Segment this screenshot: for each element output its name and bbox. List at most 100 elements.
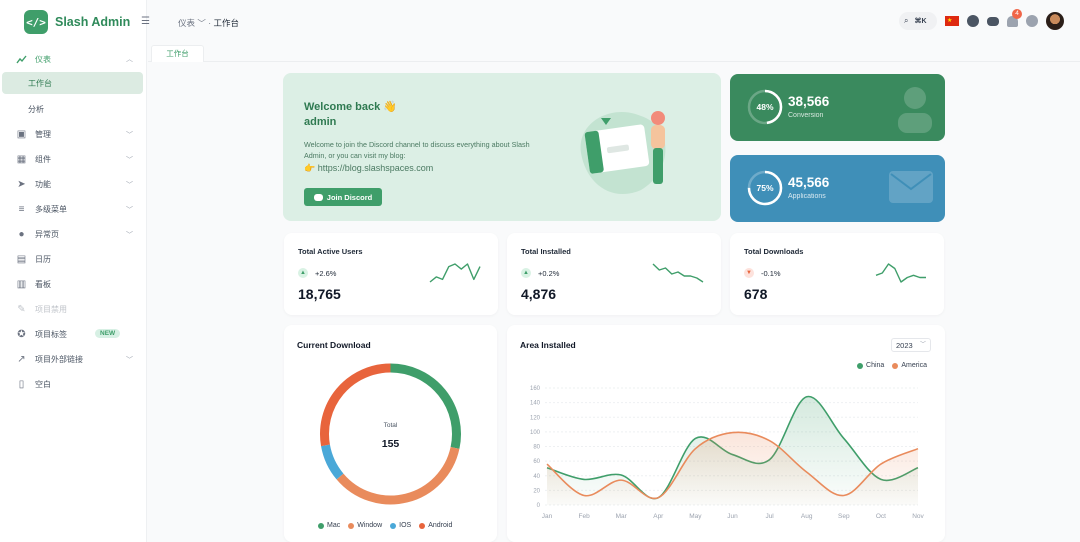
sidebar-item-label: 空白 bbox=[35, 380, 51, 389]
breadcrumb: 仪表 ﹀ · 工作台 bbox=[178, 17, 239, 29]
chevron-down-icon: ﹀ bbox=[126, 132, 133, 139]
legend-dot bbox=[318, 522, 324, 529]
y-tick-label: 120 bbox=[530, 415, 541, 421]
sidebar-item-management[interactable]: ▣ 管理 ﹀ bbox=[0, 122, 147, 147]
trend-value: -0.1% bbox=[761, 268, 781, 278]
legend-label: Window bbox=[357, 522, 383, 529]
discord-icon bbox=[313, 193, 323, 201]
pointing-hand-icon: 👉 bbox=[304, 163, 316, 173]
sidebar-item-label: 看板 bbox=[35, 280, 51, 289]
sidebar-item-label: 功能 bbox=[35, 180, 51, 189]
box-icon: ▣ bbox=[16, 129, 27, 140]
sidebar-item-blank[interactable]: ▯ 空白 bbox=[0, 372, 147, 397]
chevron-up-icon: ︿ bbox=[126, 56, 133, 63]
sidebar-item-functions[interactable]: ➤ 功能 ﹀ bbox=[0, 172, 147, 197]
legend-item-america[interactable]: America bbox=[892, 362, 927, 369]
y-tick-label: 100 bbox=[530, 430, 541, 436]
conversion-progress-ring bbox=[747, 89, 783, 125]
x-tick-label: May bbox=[689, 513, 702, 520]
legend-label: Mac bbox=[327, 522, 341, 529]
sidebar-menu: 仪表 ︿ 工作台 分析 ▣ 管理 ﹀ ▦ 组件 ﹀ ➤ 功能 ﹀ ≡ 多级菜单 … bbox=[0, 46, 147, 397]
legend-item-ios[interactable]: IOS bbox=[390, 522, 411, 529]
chevron-down-icon: ﹀ bbox=[126, 182, 133, 189]
trend: ▲ +0.2% bbox=[521, 268, 559, 278]
gear-icon[interactable] bbox=[1026, 15, 1038, 27]
sidebar-item-external-link[interactable]: ↗ 项目外部链接 ﹀ bbox=[0, 347, 147, 372]
search-icon: ⌕ bbox=[904, 16, 909, 25]
x-tick-label: Aug bbox=[801, 513, 813, 520]
sidebar-item-components[interactable]: ▦ 组件 ﹀ bbox=[0, 147, 147, 172]
donut-slice-android[interactable] bbox=[320, 363, 391, 447]
welcome-text: Welcome to join the Discord channel to d… bbox=[304, 140, 530, 160]
sidebar-item-dashboard[interactable]: 仪表 ︿ bbox=[0, 46, 147, 72]
sidebar: </> Slash Admin 仪表 ︿ 工作台 分析 ▣ 管理 ﹀ ▦ 组件 … bbox=[0, 0, 147, 542]
legend-item-android[interactable]: Android bbox=[419, 522, 452, 529]
active-users-card: Total Active Users ▲ +2.6% 18,765 bbox=[284, 233, 498, 315]
legend-item-window[interactable]: Window bbox=[348, 522, 382, 529]
blog-link[interactable]: 👉 https://blog.slashspaces.com bbox=[304, 163, 433, 174]
conversion-card: 48% 38,566 Conversion bbox=[730, 74, 945, 141]
chevron-down-icon: ﹀ bbox=[126, 157, 133, 164]
trend: ▲ +2.6% bbox=[298, 268, 336, 278]
breadcrumb-current: 工作台 bbox=[213, 18, 239, 28]
y-tick-label: 0 bbox=[537, 503, 541, 509]
blog-link-text: https://blog.slashspaces.com bbox=[317, 163, 434, 173]
legend-item-mac[interactable]: Mac bbox=[318, 522, 340, 529]
x-tick-label: Mar bbox=[616, 513, 628, 520]
downloads-card: Total Downloads ▼ -0.1% 678 bbox=[730, 233, 944, 315]
discord-icon[interactable] bbox=[987, 16, 999, 26]
notification-bell-icon[interactable]: 4 bbox=[1007, 8, 1022, 27]
applications-progress-ring bbox=[747, 170, 783, 206]
x-tick-label: Jan bbox=[542, 513, 553, 520]
logo-icon: </> bbox=[24, 10, 48, 34]
breadcrumb-separator: · bbox=[208, 18, 214, 28]
area-fill-china bbox=[547, 396, 918, 505]
donut-slice-window[interactable] bbox=[336, 446, 460, 505]
sidebar-item-calendar[interactable]: ▤ 日历 bbox=[0, 247, 147, 272]
donut-slice-ios[interactable] bbox=[321, 444, 344, 480]
collapse-menu-icon[interactable]: ☰ bbox=[141, 16, 150, 27]
sidebar-item-workbench[interactable]: 工作台 bbox=[2, 72, 143, 94]
new-badge: NEW bbox=[95, 329, 121, 338]
sidebar-item-label: 项目外部链接 bbox=[35, 355, 83, 364]
sidebar-item-label: 异常页 bbox=[35, 230, 59, 239]
sparkline bbox=[652, 263, 704, 283]
current-download-card: Current Download Total 155 Mac Window IOS A… bbox=[284, 325, 497, 542]
tab-workbench[interactable]: 工作台 bbox=[151, 45, 204, 62]
avatar[interactable] bbox=[1046, 12, 1064, 30]
language-flag-icon[interactable]: ★ bbox=[945, 16, 959, 26]
legend-item-china[interactable]: China bbox=[857, 362, 884, 369]
donut-center-value: 155 bbox=[381, 438, 400, 450]
applications-value: 45,566 bbox=[788, 175, 830, 190]
welcome-username: admin bbox=[304, 116, 337, 128]
sidebar-item-analysis[interactable]: 分析 bbox=[0, 97, 147, 122]
legend-dot bbox=[419, 522, 426, 529]
chevron-down-icon: ﹀ bbox=[126, 207, 133, 214]
card-title: Total Active Users bbox=[298, 247, 363, 256]
legend-label: China bbox=[866, 362, 885, 369]
sidebar-item-multilevel-menu[interactable]: ≡ 多级菜单 ﹀ bbox=[0, 197, 147, 222]
chevron-down-icon: ﹀ bbox=[126, 232, 133, 239]
join-discord-button[interactable]: Join Discord bbox=[304, 188, 382, 206]
sidebar-item-error-pages[interactable]: ● 异常页 ﹀ bbox=[0, 222, 147, 247]
welcome-title-line1: Welcome back 👋 bbox=[304, 101, 397, 113]
logo[interactable]: </> Slash Admin bbox=[24, 10, 130, 34]
breadcrumb-parent[interactable]: 仪表 bbox=[178, 18, 196, 28]
year-select[interactable]: 2023 ﹀ bbox=[891, 338, 931, 352]
series-line-america[interactable] bbox=[546, 431, 919, 500]
header-actions: ⌕ ⌘K ★ 4 bbox=[891, 8, 1064, 30]
header: 仪表 ﹀ · 工作台 ⌕ ⌘K ★ 4 bbox=[148, 0, 1080, 44]
sidebar-item-tag[interactable]: ✪ 项目标签 NEW bbox=[0, 322, 147, 347]
x-tick-label: Apr bbox=[653, 513, 664, 520]
sidebar-item-kanban[interactable]: ▥ 看板 bbox=[0, 272, 147, 297]
trend-value: +0.2% bbox=[538, 268, 560, 278]
donut-slice-mac[interactable] bbox=[390, 363, 461, 449]
github-icon[interactable] bbox=[967, 15, 979, 27]
search-button[interactable]: ⌕ ⌘K bbox=[899, 12, 937, 30]
legend-label: Android bbox=[428, 522, 453, 529]
card-value: 678 bbox=[744, 286, 768, 302]
trend-down-icon: ▼ bbox=[744, 268, 754, 278]
y-tick-label: 60 bbox=[533, 459, 540, 465]
file-icon: ▯ bbox=[18, 379, 25, 390]
chevron-down-icon: ﹀ bbox=[919, 342, 926, 348]
